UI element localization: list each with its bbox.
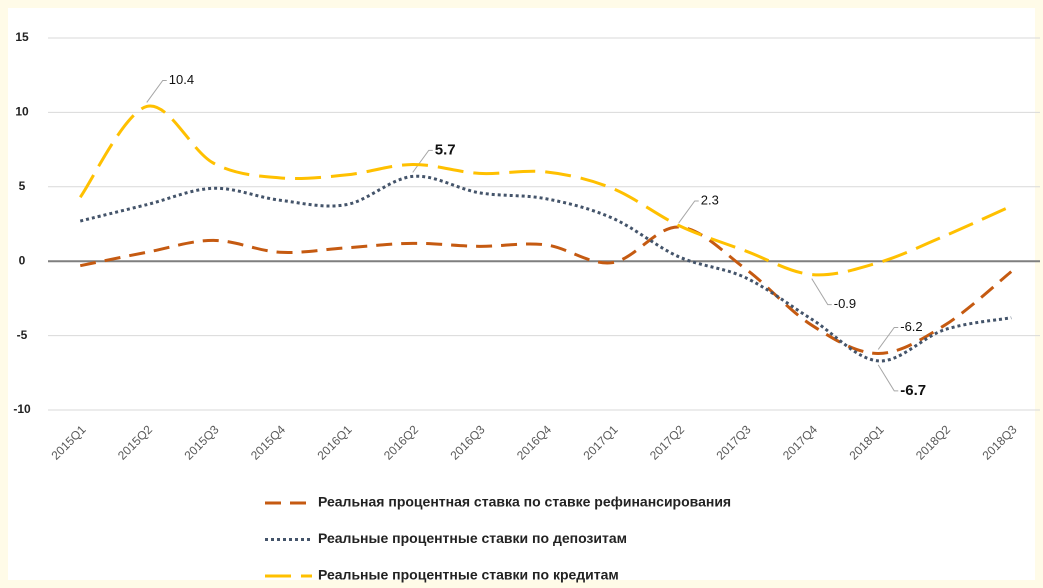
series-line	[79, 225, 1013, 355]
y-tick-label: 10	[15, 105, 29, 119]
plot-background	[8, 8, 1035, 580]
series-line	[79, 174, 1012, 363]
y-tick-label: -5	[17, 328, 28, 342]
leader-line	[877, 326, 899, 350]
data-label: 10.4	[169, 72, 194, 87]
y-tick-label: 5	[19, 179, 26, 193]
leader-line	[877, 364, 899, 392]
data-label: -6.2	[900, 319, 922, 334]
leader-line	[811, 278, 832, 306]
legend-label: Реальные процентные ставки по депозитам	[318, 530, 627, 546]
legend-label: Реальные процентные ставки по кредитам	[318, 567, 619, 583]
data-label: -0.9	[834, 296, 856, 311]
data-label: 5.7	[435, 141, 456, 158]
series-line	[79, 104, 1012, 277]
y-tick-label: -10	[13, 402, 31, 416]
y-tick-label: 0	[19, 253, 26, 267]
legend-label: Реальная процентная ставка по ставке реф…	[318, 494, 731, 510]
y-tick-label: 15	[15, 30, 29, 44]
leader-line	[678, 200, 699, 224]
leader-line	[146, 79, 167, 103]
data-label: -6.7	[900, 382, 926, 399]
data-label: 2.3	[701, 192, 719, 207]
